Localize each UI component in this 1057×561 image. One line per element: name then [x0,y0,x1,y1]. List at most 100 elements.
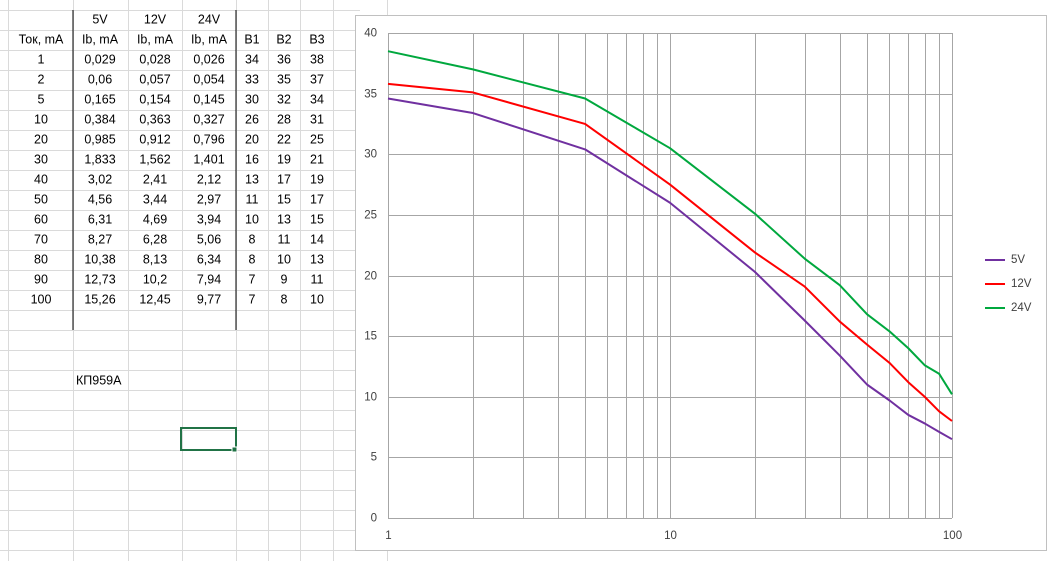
legend-label: 24V [1011,302,1032,314]
cell: 13 [277,212,291,226]
cell: 4,56 [88,192,112,206]
cell: 4,69 [143,212,167,226]
cell: 7 [249,272,256,286]
cell: 35 [277,72,291,86]
y-tick-label: 20 [364,271,377,283]
cell: 8 [281,292,288,306]
column-header: B3 [309,32,324,46]
cell: 7,94 [197,272,221,286]
cell: 20 [245,132,259,146]
cell: 34 [310,92,324,106]
cell: 80 [34,252,48,266]
cell: 2 [38,72,45,86]
cell: 31 [310,112,324,126]
cell: 0,363 [139,112,170,126]
y-tick-label: 10 [364,392,377,404]
cell: 6,34 [197,252,221,266]
cell: 0,384 [84,112,115,126]
y-tick-label: 0 [371,513,377,525]
y-tick-label: 15 [364,331,377,343]
cell: 12,45 [139,292,170,306]
cell: 8,27 [88,232,112,246]
cell: 10 [34,112,48,126]
y-tick-label: 25 [364,210,377,222]
cell: 0,028 [139,52,170,66]
cell: 10 [310,292,324,306]
cell: 60 [34,212,48,226]
cell: 10,2 [143,272,167,286]
cell: 34 [245,52,259,66]
cell: 16 [245,152,259,166]
column-header: B1 [244,32,259,46]
cell: 30 [245,92,259,106]
cell: 0,026 [193,52,224,66]
x-tick-label: 10 [664,530,677,542]
column-group-header: 24V [198,12,221,26]
cell: 22 [277,132,291,146]
column-group-header: 12V [144,12,167,26]
cell: 90 [34,272,48,286]
cell: 0,154 [139,92,170,106]
cell: 9 [281,272,288,286]
cell: 37 [310,72,324,86]
cell: 6,31 [88,212,112,226]
cell: 0,029 [84,52,115,66]
table: 5V 12V 24V Ток, mA Ib, mA Ib, mA Ib, mA B1 B2 B3 1… [19,12,325,306]
cell: 1,562 [139,152,170,166]
fill-handle[interactable] [231,446,238,453]
x-tick-label: 1 [385,530,391,542]
cell: 30 [34,152,48,166]
cell: 0,145 [193,92,224,106]
cell: 21 [310,152,324,166]
cell: 6,28 [143,232,167,246]
x-tick-label: 100 [943,530,962,542]
cell: 3,02 [88,172,112,186]
cell: 13 [245,172,259,186]
cell: 15,26 [84,292,115,306]
cell: 12,73 [84,272,115,286]
cell: 1 [38,52,45,66]
cell: 19 [277,152,291,166]
cell: 1,833 [84,152,115,166]
cell: 33 [245,72,259,86]
cell: 15 [277,192,291,206]
cell: 8 [249,252,256,266]
y-tick-label: 40 [364,28,377,40]
cell: 10,38 [84,252,115,266]
cell: 0,054 [193,72,224,86]
cell: 0,796 [193,132,224,146]
cell: 5 [38,92,45,106]
selected-cell[interactable] [180,427,237,451]
y-tick-label: 30 [364,149,377,161]
cell: 36 [277,52,291,66]
legend-label: 12V [1011,278,1032,290]
cell: 7 [249,292,256,306]
cell: 0,912 [139,132,170,146]
cell: 5,06 [197,232,221,246]
column-header: B2 [276,32,291,46]
cell: 20 [34,132,48,146]
cell: 2,97 [197,192,221,206]
cell-grid [0,0,388,561]
series-line [387,50,953,395]
cell: 10 [245,212,259,226]
cell: 11 [278,232,291,246]
cell: 3,94 [197,212,221,226]
cell: 9,77 [197,292,221,306]
cell: 13 [310,252,324,266]
cell: 0,165 [84,92,115,106]
series-line [387,97,953,441]
cell: 11 [246,192,259,206]
cell: 2,41 [143,172,167,186]
cell: 0,327 [193,112,224,126]
cell: 8 [249,232,256,246]
cell: 26 [245,112,259,126]
chart-area[interactable] [355,15,1047,551]
cell: 17 [277,172,291,186]
cell: 1,401 [193,152,224,166]
column-header: Ib, mA [137,32,174,46]
column-header: Ib, mA [82,32,119,46]
cell: 19 [310,172,324,186]
chart: 0 5 10 15 20 25 30 35 40 1 10 100 5V 12V 24V [364,28,1032,543]
series-line [387,82,953,422]
